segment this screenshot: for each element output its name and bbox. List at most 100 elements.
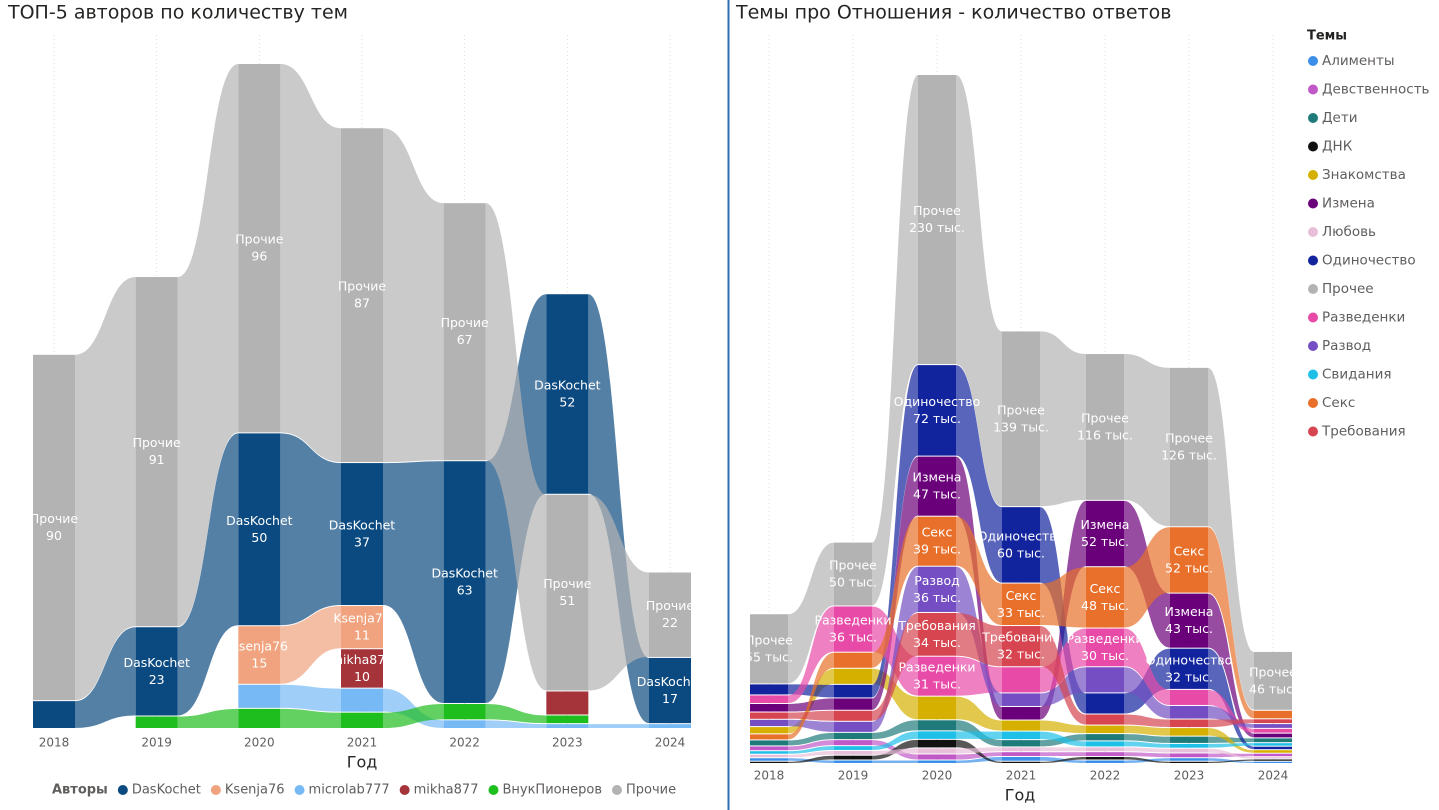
data-label-value: 63 [457,583,473,598]
ribbon [1208,689,1254,733]
ribbon [788,710,834,721]
ribbon [1208,743,1254,748]
column-segment [1254,724,1292,728]
ribbon [485,703,547,724]
column-segment [750,727,788,734]
data-label-name: Требования [981,630,1059,645]
legend-marker [1308,227,1318,237]
x-axis-title: Год [347,753,378,772]
column-segment [1254,733,1292,738]
column-segment [33,354,75,701]
column-segment [918,754,956,760]
data-label-value: 37 [354,535,370,550]
data-label-name: Ksenja76 [333,611,390,626]
column-segment [1170,705,1208,719]
labels: Измена 47 тыс. Измена 52 тыс. Измена 43 тыс. О… [745,203,1297,696]
data-label-value: 33 тыс. [997,605,1045,620]
ribbon [872,75,918,606]
legend-label: Знакомства [1322,167,1406,183]
column-segment [834,755,872,760]
ribbon [485,203,547,691]
data-label-value: 67 [457,332,473,347]
columns [33,64,691,728]
data-label-name: Разведенки [898,660,975,675]
column-segment [546,494,589,691]
ribbon [956,696,1002,731]
column-segment [1002,740,1040,747]
column-segment [834,710,872,721]
data-label-name: Секс [922,525,953,540]
column-segment [1170,743,1208,748]
legend-marker [117,785,128,795]
column-segment [546,724,589,728]
ribbon [280,433,341,626]
data-label-name: Прочее [997,402,1045,417]
column-segment [918,696,956,720]
column-segment [1170,593,1208,648]
ribbon [1040,731,1086,747]
column-segment [1254,743,1292,746]
ribbon [75,627,136,728]
legend: Авторы DasKochet Ksenja76 microlab777 mikha8… [52,783,676,798]
legend-marker [1308,56,1318,66]
column-segment [33,701,75,728]
ribbon [1124,667,1170,719]
column-segment [546,691,589,715]
ribbon [956,731,1002,740]
ribbon [788,755,834,763]
column-segment [750,614,788,684]
ribbon [872,456,918,710]
column-segment [443,720,486,728]
ribbon [788,542,834,684]
ribbon [956,612,1002,667]
column-segment [1086,693,1124,714]
ribbon [1208,719,1254,728]
data-label-value: 51 [559,593,575,608]
legend-label: Измена [1322,196,1375,212]
data-label-name: DasKochet [329,518,396,533]
column-segment [1170,736,1208,743]
legend-label: Прочее [1322,281,1374,297]
column-segment [1002,693,1040,706]
legend-marker [1308,426,1318,437]
ribbon [872,566,918,732]
column-segment [1002,626,1040,667]
data-label-value: 55 тыс. [745,649,793,664]
column-segment [443,703,486,720]
data-label-value: 126 тыс. [1161,448,1217,463]
legend-label: ДНК [1322,139,1353,155]
column-segment [918,656,956,696]
column-segment [1086,747,1124,752]
ribbon [872,612,918,721]
data-label-name: Разведенки [1066,631,1143,646]
data-label-value: 52 тыс. [1165,560,1213,575]
column-segment [750,703,788,712]
column-segment [341,649,383,688]
column-segment [649,572,691,657]
legend-label: Развод [1322,338,1371,354]
data-label-value: 30 тыс. [1081,648,1129,663]
column-segment [1002,706,1040,720]
column-segment [834,698,872,710]
x-tick-label: 2022 [449,736,480,750]
column-segment [1254,761,1292,763]
column-segment [918,612,956,656]
column-segment [341,606,383,649]
data-label-value: 17 [662,691,678,706]
ribbon [872,760,918,763]
column-segment [443,461,486,703]
legend-label: ВнукПионеров [502,783,602,798]
column-segment [546,294,589,494]
legend-label: Ksenja76 [225,783,285,798]
column-segment [238,684,281,708]
column-segment [834,732,872,740]
ribbon [1124,628,1170,705]
ribbon [1208,728,1254,753]
ribbon [75,277,136,701]
x-tick-label: 2020 [922,769,953,783]
ribbon [956,752,1002,760]
ribbon [1124,725,1170,736]
column-segment [341,463,383,606]
column-segment [1170,728,1208,736]
chart-title: ТОП-5 авторов по количеству тем [7,2,348,24]
